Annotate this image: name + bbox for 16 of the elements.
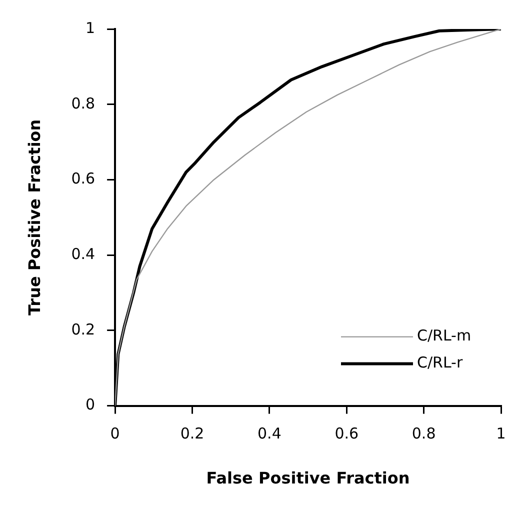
y-tick-label: 0.2 — [71, 320, 96, 338]
y-tick-label: 0.8 — [71, 94, 96, 112]
legend-label: C/RL-m — [417, 326, 472, 345]
x-tick-label: 0.2 — [180, 424, 204, 443]
x-tick-label: 1 — [496, 424, 506, 443]
x-tick-label: 0 — [110, 424, 120, 443]
y-tick-label: 0.6 — [71, 170, 96, 188]
x-tick-label: 0.8 — [412, 424, 436, 443]
y-tick-label: 0.4 — [71, 244, 96, 263]
y-tick-label: 1 — [86, 18, 96, 37]
x-tick-label: 0.6 — [334, 424, 359, 443]
legend-label: C/RL-r — [417, 354, 464, 372]
x-axis-title: False Positive Fraction — [206, 468, 410, 488]
x-tick-label: 0.4 — [258, 424, 282, 443]
y-tick-label: 0 — [86, 396, 96, 414]
y-axis-title: True Positive Fraction — [24, 119, 44, 316]
